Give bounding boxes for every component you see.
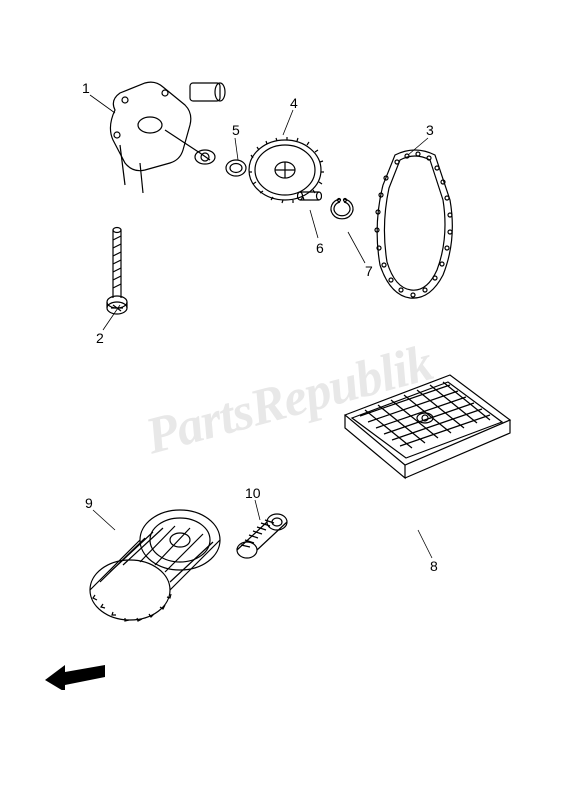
callout-4: 4	[290, 95, 298, 111]
parts-diagram: PartsRepublik	[0, 0, 577, 800]
callout-10: 10	[245, 485, 261, 501]
callout-8: 8	[430, 558, 438, 574]
circlip	[328, 195, 356, 223]
pin	[297, 190, 322, 202]
filter-union-bolt	[235, 510, 290, 565]
drive-chain	[365, 140, 465, 310]
callout-7: 7	[365, 263, 373, 279]
callout-2: 2	[96, 330, 104, 346]
oil-strainer-screen	[330, 360, 520, 530]
o-ring	[225, 157, 247, 179]
callout-5: 5	[232, 122, 240, 138]
mounting-bolt	[105, 220, 130, 320]
oil-filter	[85, 500, 235, 630]
direction-arrow	[40, 655, 110, 690]
callout-3: 3	[426, 122, 434, 138]
callout-1: 1	[82, 80, 90, 96]
callout-6: 6	[316, 240, 324, 256]
oil-pump-assembly	[95, 75, 230, 205]
callout-9: 9	[85, 495, 93, 511]
